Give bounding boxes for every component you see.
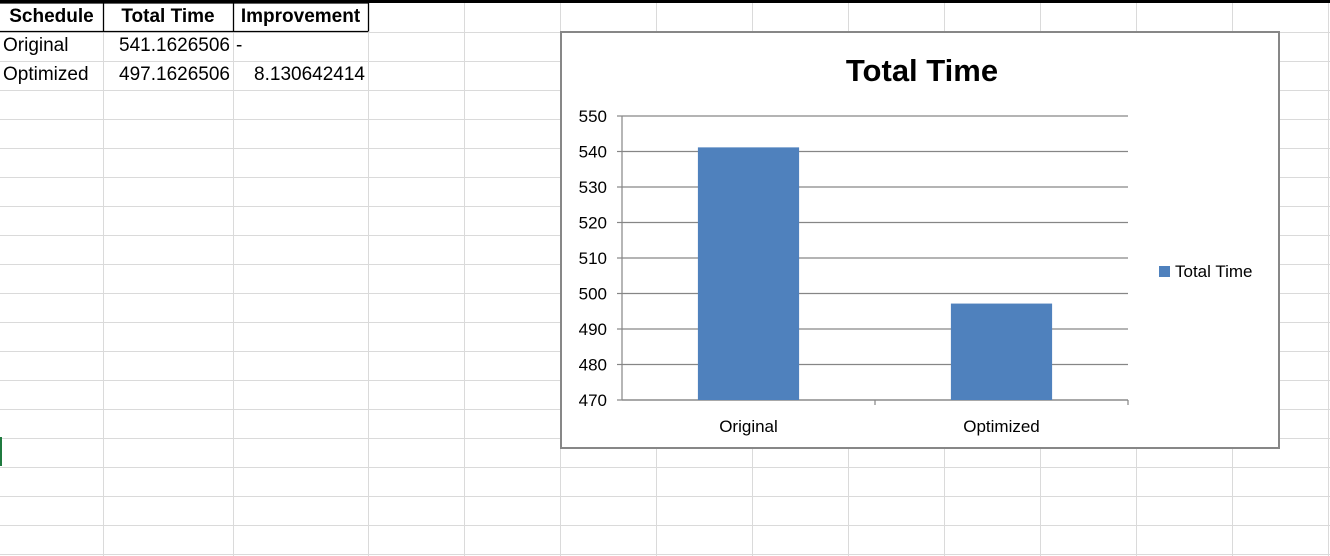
cell-schedule-optimized[interactable]: Optimized: [3, 64, 89, 85]
top-border: [0, 0, 1330, 3]
cell-improvement-optimized[interactable]: 8.130642414: [254, 64, 365, 85]
y-tick-label: 520: [579, 214, 607, 233]
y-tick-label: 550: [579, 107, 607, 126]
cell-total-time-original[interactable]: 541.1626506: [119, 35, 230, 56]
active-row-marker: [0, 437, 2, 466]
legend-swatch: [1159, 266, 1170, 277]
header-total-time[interactable]: Total Time: [121, 6, 215, 27]
header-schedule[interactable]: Schedule: [9, 6, 94, 27]
y-tick-label: 490: [579, 320, 607, 339]
y-tick-label: 510: [579, 249, 607, 268]
chart-area[interactable]: Total Time 470 480 490 500 510 520 530 540 550 Ori…: [560, 31, 1280, 449]
header-improvement[interactable]: Improvement: [240, 6, 361, 27]
cell-improvement-original[interactable]: -: [236, 35, 243, 56]
legend-label: Total Time: [1175, 262, 1252, 281]
bar-chart: Total Time 470 480 490 500 510 520 530 540 550 Ori…: [579, 53, 1253, 436]
y-tick-label: 530: [579, 178, 607, 197]
y-tick-label: 480: [579, 356, 607, 375]
y-tick-label: 500: [579, 285, 607, 304]
y-tick-label: 540: [579, 143, 607, 162]
bar-original: [697, 147, 800, 400]
cell-schedule-original[interactable]: Original: [3, 35, 69, 56]
y-tick-label: 470: [579, 391, 607, 410]
x-tick-label: Optimized: [963, 417, 1040, 436]
bar-optimized: [950, 303, 1053, 400]
cell-total-time-optimized[interactable]: 497.1626506: [119, 64, 230, 85]
chart-title: Total Time: [846, 53, 998, 88]
x-tick-label: Original: [719, 417, 778, 436]
